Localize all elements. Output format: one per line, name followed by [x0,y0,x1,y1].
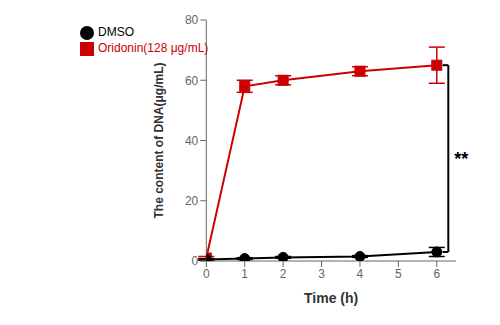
svg-text:0: 0 [203,267,210,281]
svg-text:4: 4 [357,267,364,281]
svg-text:60: 60 [185,74,199,88]
svg-text:2: 2 [280,267,287,281]
svg-text:1: 1 [241,267,248,281]
svg-text:The content of DNA(μg/mL): The content of DNA(μg/mL) [152,63,166,219]
svg-text:6: 6 [433,267,440,281]
svg-text:Time (h): Time (h) [304,290,358,306]
html-text:DMSO: DMSO [98,25,134,39]
html-text:Oridonin(128 μg/mL): Oridonin(128 μg/mL) [98,41,209,55]
svg-text:0: 0 [192,254,199,268]
svg-text:5: 5 [395,267,402,281]
svg-text:3: 3 [318,267,325,281]
svg-text:40: 40 [185,134,199,148]
svg-text:**: ** [454,149,468,169]
svg-text:80: 80 [185,13,199,27]
svg-text:20: 20 [185,194,199,208]
